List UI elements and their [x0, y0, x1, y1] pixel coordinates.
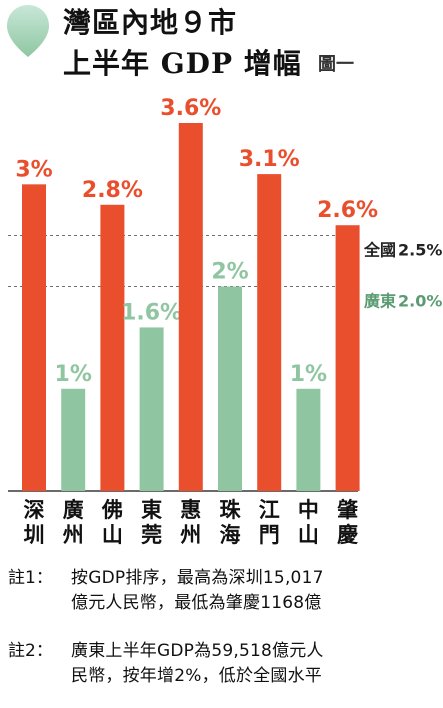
reference-label-name-0: 全國	[363, 240, 396, 259]
bar-4	[178, 123, 203, 491]
category-label-6-0: 江	[259, 497, 280, 522]
category-label-7-0: 中	[298, 497, 319, 522]
chart-svg: 全國 2.5%廣東 2.0%3%深圳1%廣州2.8%佛山1.6%東莞3.6%惠州2%…	[8, 96, 442, 547]
notes-section: 註1： 按GDP排序，最高為深圳15,017 億元人民幣，最低為肇慶1168億 …	[0, 566, 443, 708]
figure-label: 圖一	[318, 54, 354, 75]
bar-1	[61, 388, 86, 491]
bar-value-label-5: 2%	[211, 260, 248, 285]
bar-2	[100, 204, 125, 491]
reference-label-value-0: 2.5%	[398, 240, 442, 259]
note-2-text: 廣東上半年GDP為59,518億元人 民幣，按年增2%，低於全國水平	[71, 641, 324, 686]
category-label-7-1: 山	[298, 522, 319, 547]
bar-0	[22, 184, 46, 491]
bar-value-label-1: 1%	[55, 362, 92, 387]
bar-value-label-7: 1%	[290, 362, 327, 387]
category-label-2-1: 山	[102, 522, 123, 547]
bar-3	[139, 327, 164, 491]
reference-label-value-1: 2.0%	[398, 292, 442, 311]
bar-5	[218, 286, 242, 491]
category-label-5-0: 珠	[220, 497, 242, 522]
page-title-line-2: 上半年 GDP 增幅	[63, 47, 302, 80]
category-label-0-0: 深	[24, 497, 45, 522]
note-1-label: 註1：	[8, 568, 53, 588]
category-label-3-0: 東	[141, 497, 162, 522]
category-label-8-1: 慶	[337, 522, 358, 547]
reference-label-0: 全國 2.5%	[363, 240, 442, 259]
category-label-4-0: 惠	[180, 497, 201, 522]
page-title-line-1: 灣區內地９市	[63, 6, 238, 39]
category-label-0-1: 圳	[24, 522, 45, 547]
category-label-2-0: 佛	[101, 497, 123, 522]
bar-7	[296, 388, 321, 491]
header: 灣區內地９市 上半年 GDP 增幅 圖一	[0, 0, 443, 110]
bar-value-label-2: 2.8%	[82, 178, 143, 203]
category-label-6-1: 門	[259, 522, 280, 547]
bar-value-label-3: 1.6%	[121, 300, 182, 325]
note-2-label: 註2：	[8, 641, 53, 661]
bar-value-label-0: 3%	[15, 157, 52, 182]
category-label-3-1: 莞	[141, 522, 162, 547]
category-label-1-0: 廣	[63, 497, 84, 522]
category-label-5-1: 海	[220, 522, 241, 547]
bar-8	[335, 225, 360, 491]
reference-label-1: 廣東 2.0%	[364, 292, 442, 311]
category-label-1-1: 州	[63, 522, 84, 547]
category-label-8-0: 肇	[337, 497, 359, 522]
note-1-text: 按GDP排序，最高為深圳15,017 億元人民幣，最低為肇慶1168億	[71, 568, 324, 613]
category-label-4-1: 州	[180, 522, 201, 547]
bar-value-label-8: 2.6%	[317, 198, 378, 223]
bar-value-label-4: 3.6%	[160, 96, 221, 121]
reference-label-name-1: 廣東	[364, 292, 396, 311]
bar-chart: 全國 2.5% 廣東 2.0% 3% 深圳 1% 廣州 2.8% 佛山 1.6% 東莞 3.6% 惠州 2%…	[0, 95, 443, 565]
bar-6	[257, 174, 282, 491]
bar-value-label-6: 3.1%	[239, 147, 300, 172]
leaf-icon	[7, 5, 49, 57]
